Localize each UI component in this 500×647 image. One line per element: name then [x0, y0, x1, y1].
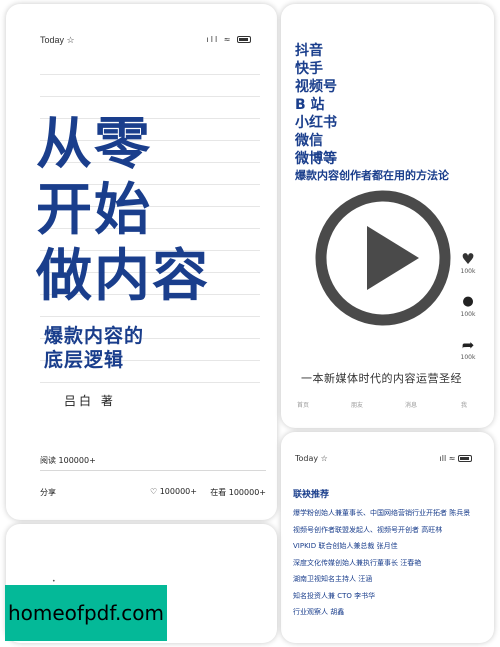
- recommender-item: 湖南卫视知名主持人 汪涵: [293, 575, 373, 583]
- recommender-item: 视频号创作者联盟发起人、视频号开创者 高旺林: [293, 525, 443, 534]
- comment-count: 100k: [460, 311, 476, 318]
- book-subtitle-line: 爆款内容的: [44, 325, 145, 347]
- status-icons: ıll ≈: [440, 454, 472, 463]
- status-bar: Today ☆ ıll ≈: [6, 4, 277, 45]
- recommender-item: VIPKID 联合创始人兼总裁 张月佳: [293, 542, 398, 550]
- tab-messages[interactable]: 消息: [405, 402, 418, 409]
- platform-list: 抖音 快手 视频号 B 站 小红书 微信 微博等: [295, 42, 337, 168]
- tab-friends[interactable]: 朋友: [351, 402, 364, 409]
- tab-me[interactable]: 我: [461, 402, 468, 409]
- divider: [40, 470, 266, 471]
- comment-action[interactable]: ● 100k: [456, 293, 480, 318]
- play-icon: [315, 190, 451, 326]
- status-time: Today ☆: [40, 35, 75, 45]
- author-name: 吕白 著: [64, 394, 116, 408]
- book-title-line: 开始: [36, 178, 152, 243]
- recommender-item: 深度文化传媒创始人兼执行董事长 汪春艳: [293, 558, 422, 567]
- read-count: 阅读 100000+: [40, 456, 96, 465]
- status-icons: ıll ≈: [207, 35, 251, 44]
- platform-item: 快手: [295, 61, 323, 77]
- platform-item: 微信: [295, 133, 323, 149]
- platform-item: B 站: [295, 97, 325, 113]
- book-title-line: 从零: [36, 112, 152, 177]
- signal-wifi-icon: ıll ≈: [439, 454, 456, 463]
- heart-icon: ♥: [461, 250, 475, 268]
- recommender-item: 行业观察人 胡鑫: [293, 608, 345, 616]
- battery-icon: [458, 455, 472, 462]
- phone-mockup-video: 抖音 快手 视频号 B 站 小红书 微信 微博等 爆款内容创作者都在用的方法论 …: [281, 4, 494, 428]
- recommender-item: 爆学粉创始人兼董事长、中国网络营销行业开拓者 陈兵景: [293, 509, 471, 517]
- watermark-banner: homeofpdf.com: [5, 585, 167, 641]
- platform-item: 小红书: [295, 115, 337, 131]
- phone-mockup-recommendations: Today ☆ ıll ≈ 联袂推荐 爆学粉创始人兼董事长、中国网络营销行业开拓…: [281, 432, 494, 643]
- book-subtitle-line: 底层逻辑: [44, 349, 125, 371]
- platform-item: 视频号: [295, 79, 337, 95]
- recommend-title: 联袂推荐: [293, 490, 330, 500]
- platform-item: 微博等: [295, 151, 337, 167]
- recommender-list: 爆学粉创始人兼董事长、中国网络营销行业开拓者 陈兵景 视频号创作者联盟发起人、视…: [293, 505, 489, 621]
- side-actions: ♥ 100k ● 100k ➦ 100k: [456, 250, 480, 379]
- faded-background-text: [40, 74, 260, 444]
- partial-marker: •: [52, 578, 56, 585]
- view-count[interactable]: 在看 100000+: [210, 488, 266, 497]
- book-title: 从零 开始 做内容: [36, 112, 210, 310]
- share-count: 100k: [460, 354, 476, 361]
- platform-item: 抖音: [295, 43, 323, 59]
- tagline: 一本新媒体时代的内容运营圣经: [301, 372, 462, 385]
- book-subtitle: 爆款内容的 底层逻辑: [44, 324, 144, 372]
- play-button[interactable]: [313, 188, 453, 328]
- tab-home[interactable]: 首页: [297, 402, 310, 409]
- like-count[interactable]: ♡ 100000+: [150, 487, 197, 496]
- battery-icon: [237, 36, 251, 43]
- tab-bar: 首页 朋友 消息 我: [281, 400, 494, 414]
- like-count: 100k: [460, 268, 476, 275]
- book-title-line: 做内容: [36, 244, 210, 309]
- like-action[interactable]: ♥ 100k: [456, 250, 480, 275]
- methodology-caption: 爆款内容创作者都在用的方法论: [295, 169, 449, 182]
- share-action[interactable]: ➦ 100k: [456, 336, 480, 361]
- phone-mockup-cover: Today ☆ ıll ≈ 从零 开始 做内容 爆款内容的 底层逻辑 吕白 著 …: [6, 4, 277, 520]
- status-time: Today ☆: [295, 454, 328, 463]
- recommender-item: 知名投资人兼 CTO 李书华: [293, 591, 376, 600]
- comment-icon: ●: [462, 294, 474, 309]
- share-button[interactable]: 分享: [40, 488, 56, 497]
- signal-wifi-icon: ıll ≈: [206, 35, 233, 44]
- share-arrow-icon: ➦: [461, 336, 475, 354]
